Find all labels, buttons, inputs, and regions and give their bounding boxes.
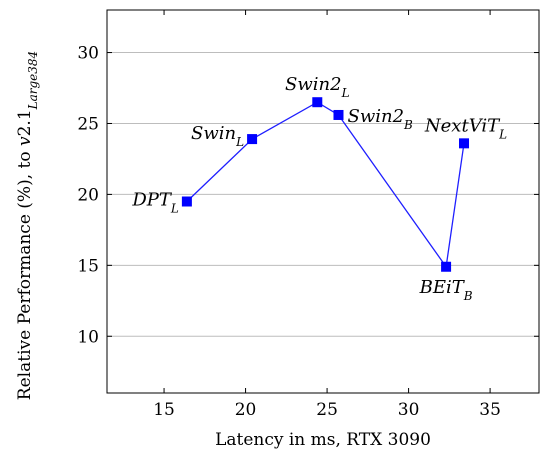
point-label: Swin2B bbox=[347, 106, 413, 132]
y-axis-label-italic: v bbox=[15, 136, 35, 146]
y-tick-label: 30 bbox=[77, 44, 99, 64]
x-tick-label: 35 bbox=[479, 400, 501, 420]
plot-frame bbox=[106, 9, 540, 394]
axis-ticks: 10 15 20 25 30 15 20 25 30 35 bbox=[77, 10, 539, 420]
y-axis-label-sub: Large384 bbox=[26, 51, 40, 111]
point-labels: DPTL SwinL Swin2L Swin2B BEiTB NextViTL bbox=[131, 74, 507, 303]
data-markers bbox=[181, 97, 470, 272]
x-tick-label: 25 bbox=[316, 400, 338, 420]
y-axis-label: Relative Performance (%), to v2.1Large38… bbox=[15, 51, 40, 400]
data-point-marker bbox=[459, 138, 470, 149]
point-label: DPTL bbox=[131, 190, 179, 216]
grid bbox=[107, 52, 539, 337]
data-point-marker bbox=[181, 196, 192, 207]
data-point-marker bbox=[441, 261, 452, 272]
y-tick-label: 15 bbox=[77, 256, 99, 276]
data-point-marker bbox=[247, 134, 258, 145]
x-tick-label: 20 bbox=[235, 400, 257, 420]
point-label: SwinL bbox=[191, 123, 244, 149]
y-tick-label: 25 bbox=[77, 114, 99, 134]
point-label: NextViTL bbox=[424, 115, 507, 141]
y-tick-label: 10 bbox=[77, 327, 99, 347]
data-point-marker bbox=[333, 109, 344, 120]
x-tick-label: 30 bbox=[398, 400, 420, 420]
y-tick-label: 20 bbox=[77, 185, 99, 205]
x-axis-label: Latency in ms, RTX 3090 bbox=[215, 430, 431, 450]
x-tick-label: 15 bbox=[153, 400, 175, 420]
point-label: BEiTB bbox=[419, 277, 473, 303]
y-axis-label-main: Relative Performance (%), to bbox=[15, 146, 35, 400]
data-point-marker bbox=[312, 97, 323, 108]
y-axis-label-rest: 2.1 bbox=[15, 109, 35, 136]
point-label: Swin2L bbox=[285, 74, 350, 100]
series-line bbox=[186, 101, 465, 269]
